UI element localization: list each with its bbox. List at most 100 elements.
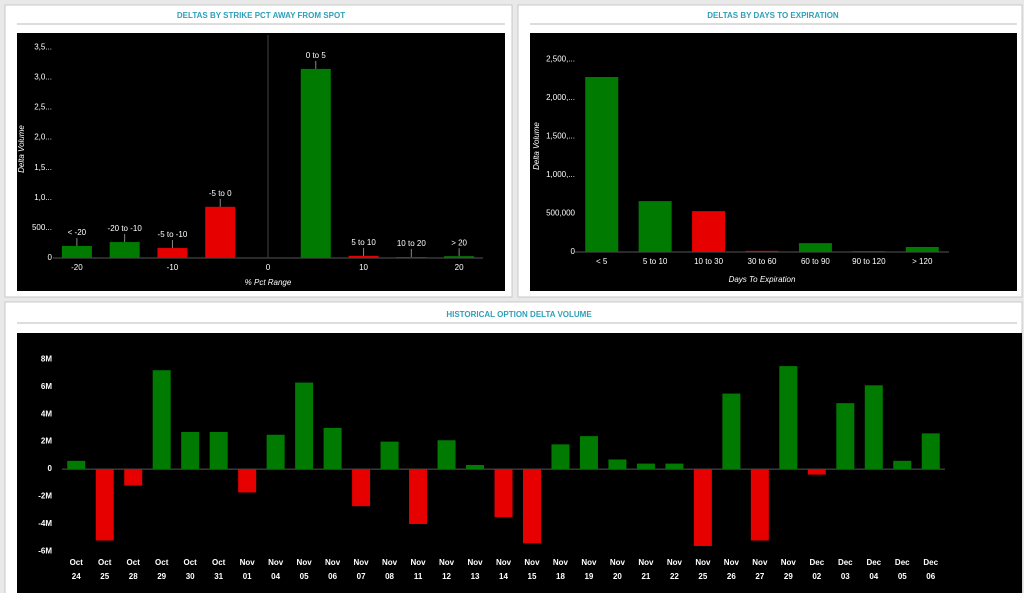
- bar: [522, 469, 541, 544]
- x-tick-label: Nov: [382, 558, 398, 567]
- bar: [636, 463, 655, 470]
- x-tick-label: 18: [556, 572, 565, 581]
- data-label: < -20: [68, 228, 87, 237]
- x-tick-label: 30: [186, 572, 195, 581]
- x-tick-label: 90 to 120: [852, 257, 886, 266]
- y-tick-label: 1,5...: [34, 163, 52, 172]
- y-tick-label: 500...: [32, 223, 52, 232]
- x-tick-label: Oct: [155, 558, 169, 567]
- y-tick-label: 1,0...: [34, 193, 52, 202]
- x-tick-label: 5 to 10: [643, 257, 668, 266]
- x-tick-label: Oct: [212, 558, 226, 567]
- data-label: > 20: [451, 238, 467, 247]
- x-tick-label: 13: [471, 572, 480, 581]
- x-tick-label: Oct: [127, 558, 141, 567]
- y-tick-label: 4M: [41, 409, 52, 418]
- x-tick-label: Nov: [240, 558, 256, 567]
- x-tick-label: Nov: [667, 558, 683, 567]
- bar: [579, 436, 598, 470]
- x-tick-label: 30 to 60: [748, 257, 777, 266]
- bar: [444, 256, 475, 258]
- y-tick-label: 1,500,...: [546, 131, 575, 140]
- x-tick-label: 60 to 90: [801, 257, 830, 266]
- x-tick-label: 20: [613, 572, 622, 581]
- bar: [300, 68, 331, 259]
- x-tick-label: 04: [271, 572, 280, 581]
- bar: [836, 403, 855, 470]
- y-tick-label: 3,5...: [34, 42, 52, 51]
- x-tick-label: Nov: [553, 558, 569, 567]
- bar: [266, 434, 285, 470]
- x-tick-label: 15: [528, 572, 537, 581]
- y-tick-label: 3,0...: [34, 72, 52, 81]
- x-tick-label: 22: [670, 572, 679, 581]
- x-tick-label: < 5: [596, 257, 608, 266]
- bar: [109, 242, 140, 258]
- bar: [380, 441, 399, 470]
- y-tick-label: 1,000,...: [546, 170, 575, 179]
- bar: [95, 469, 114, 541]
- x-tick-label: Dec: [866, 558, 881, 567]
- x-tick-label: 03: [841, 572, 850, 581]
- bar: [396, 257, 427, 258]
- x-tick-label: Nov: [325, 558, 341, 567]
- bar: [864, 385, 883, 470]
- y-tick-label: -4M: [38, 519, 52, 528]
- y-tick-label: -2M: [38, 492, 52, 501]
- y-tick-label: 2M: [41, 437, 52, 446]
- x-axis-label: % Pct Range: [245, 278, 292, 287]
- x-tick-label: 01: [243, 572, 252, 581]
- x-tick-label: -10: [167, 263, 179, 272]
- bar: [798, 243, 832, 252]
- x-tick-label: 31: [214, 572, 223, 581]
- x-tick-label: 04: [869, 572, 878, 581]
- bar: [295, 382, 314, 470]
- x-tick-label: Nov: [724, 558, 740, 567]
- bar: [409, 469, 428, 525]
- x-tick-label: Dec: [838, 558, 853, 567]
- x-tick-label: Nov: [467, 558, 483, 567]
- bar: [466, 464, 485, 470]
- x-tick-label: 06: [926, 572, 935, 581]
- y-axis-label: Delta Volume: [17, 125, 26, 173]
- x-tick-label: 21: [641, 572, 650, 581]
- bar: [852, 251, 886, 252]
- chart-title: DELTAS BY DAYS TO EXPIRATION: [707, 11, 839, 20]
- y-tick-label: 0: [48, 464, 53, 473]
- x-tick-label: 28: [129, 572, 138, 581]
- bar: [585, 77, 619, 253]
- bar: [205, 206, 236, 258]
- bar: [722, 393, 741, 470]
- x-tick-label: Oct: [98, 558, 112, 567]
- y-axis-label: Delta Volume: [532, 122, 541, 170]
- plot-bg: [17, 33, 505, 291]
- x-tick-label: Oct: [70, 558, 84, 567]
- x-tick-label: 29: [157, 572, 166, 581]
- bar: [437, 440, 456, 470]
- y-tick-label: 500,000: [546, 209, 575, 218]
- y-tick-label: 6M: [41, 382, 52, 391]
- x-tick-label: Nov: [752, 558, 768, 567]
- bar: [494, 469, 513, 518]
- bar: [692, 211, 726, 252]
- y-tick-label: -6M: [38, 547, 52, 556]
- x-tick-label: 12: [442, 572, 451, 581]
- x-tick-label: Nov: [638, 558, 654, 567]
- data-label: -5 to -10: [158, 230, 188, 239]
- y-tick-label: 0: [571, 247, 576, 256]
- bar: [181, 432, 200, 470]
- x-tick-label: 11: [414, 572, 423, 581]
- bar: [807, 469, 826, 475]
- bar: [152, 370, 171, 470]
- y-tick-label: 0: [48, 253, 53, 262]
- data-label: -5 to 0: [209, 189, 232, 198]
- x-axis-label: Days To Expiration: [729, 275, 796, 284]
- bar: [608, 459, 627, 470]
- x-tick-label: 26: [727, 572, 736, 581]
- bar: [124, 469, 143, 486]
- bar: [61, 245, 92, 258]
- x-tick-label: 06: [328, 572, 337, 581]
- bar: [905, 246, 939, 252]
- data-label: 10 to 20: [397, 239, 426, 248]
- x-tick-label: 02: [812, 572, 821, 581]
